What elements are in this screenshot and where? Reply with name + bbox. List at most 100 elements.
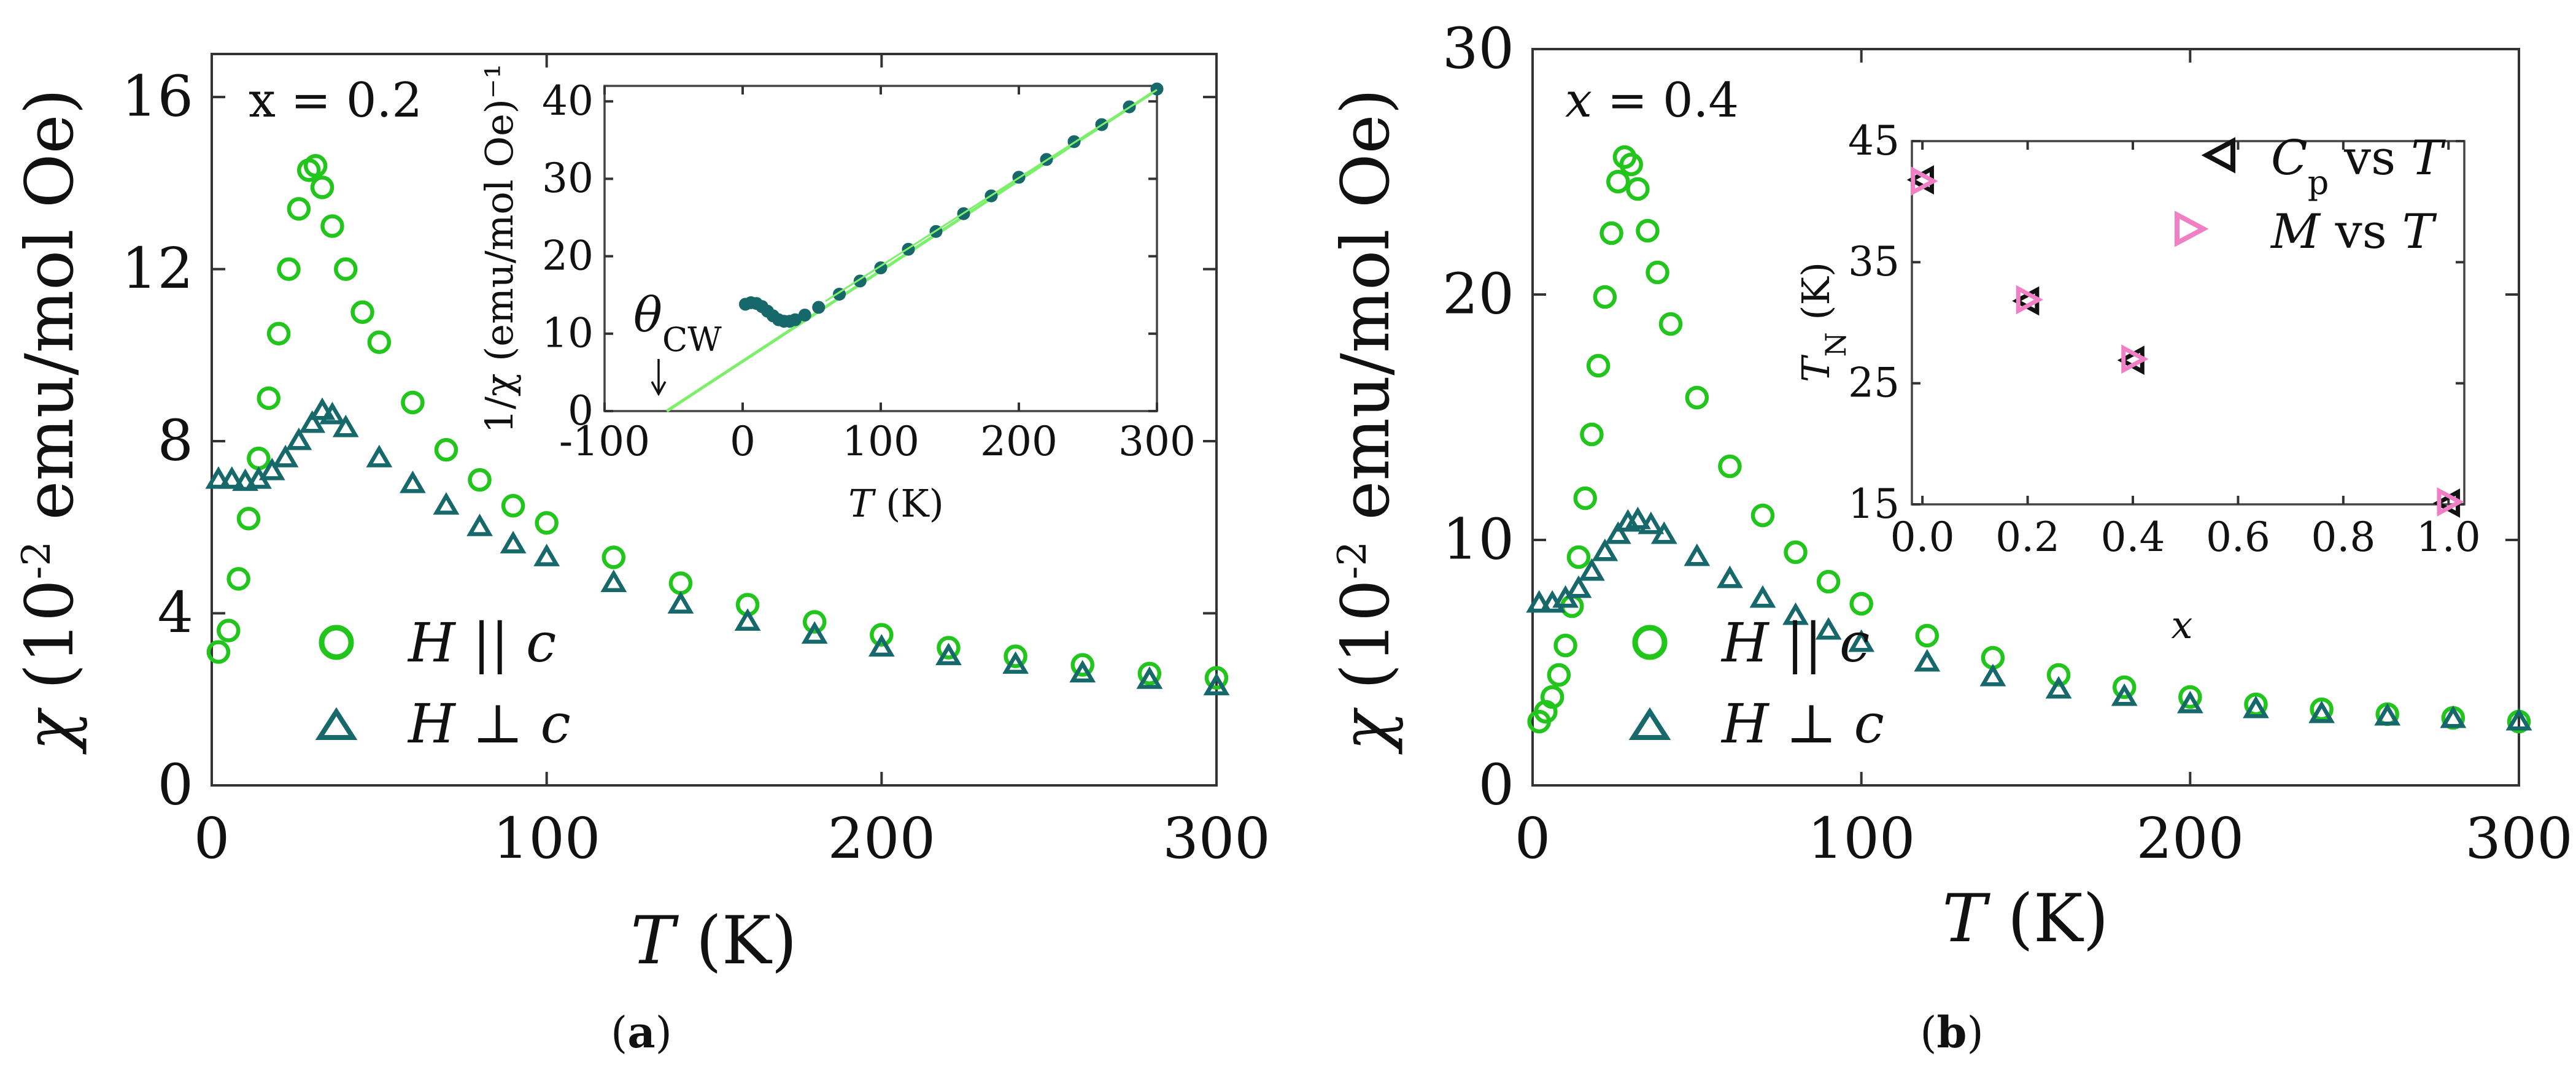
panel-b-annotation: x = 0.4 bbox=[1565, 73, 1739, 128]
panel-a-marks bbox=[205, 154, 1230, 696]
y-tick-label: 20 bbox=[542, 232, 594, 279]
y-tick-label: 20 bbox=[1442, 261, 1514, 326]
h-parallel-point bbox=[468, 468, 492, 492]
y-tick-label: 15 bbox=[1848, 480, 1900, 528]
y-tick-label: 16 bbox=[122, 63, 193, 129]
y-tick-label: 12 bbox=[122, 236, 193, 301]
inverse-chi-point bbox=[812, 301, 826, 314]
h-perp-point bbox=[1684, 543, 1711, 566]
h-parallel-point bbox=[937, 636, 961, 660]
h-parallel-point bbox=[1137, 661, 1162, 685]
h-perp-point bbox=[309, 397, 336, 420]
h-parallel-point bbox=[501, 493, 525, 518]
panel-b-x-axis-label: T (K) bbox=[1942, 880, 2108, 957]
panel-b: 0 100 200 300 0 10 20 30 x = 0.4 T (K) χ (10-2 … bbox=[1328, 15, 2573, 957]
panel-b-ticks: 0 100 200 300 0 10 20 30 bbox=[1442, 15, 2573, 871]
x-tick-label: 0.6 bbox=[2206, 514, 2270, 561]
m-vs-t-point bbox=[1911, 166, 1938, 196]
x-tick-label: 0.2 bbox=[1995, 514, 2060, 561]
h-perp-point bbox=[258, 457, 285, 480]
panel-b-legend-h-parallel: H || c bbox=[1720, 611, 1870, 674]
x-tick-label: 0.0 bbox=[1890, 514, 1955, 561]
h-parallel-point bbox=[1540, 685, 1565, 709]
panel-b-legend-h-perp: H ⊥ c bbox=[1720, 692, 1884, 755]
m-vs-t-point bbox=[2121, 344, 2149, 374]
h-parallel-point bbox=[247, 446, 271, 471]
h-parallel-point bbox=[802, 610, 827, 634]
h-parallel-point bbox=[1646, 260, 1669, 285]
inverse-chi-point bbox=[798, 309, 811, 322]
h-parallel-point bbox=[1718, 454, 1742, 479]
h-perp-point bbox=[1638, 511, 1665, 534]
h-perp-point bbox=[1625, 506, 1651, 530]
h-parallel-point bbox=[668, 571, 693, 595]
h-parallel-point bbox=[236, 507, 261, 531]
y-tick-label: 30 bbox=[542, 155, 594, 202]
h-perp-point bbox=[433, 492, 460, 515]
panel-b-label: (b) bbox=[1920, 1007, 1984, 1058]
h-parallel-point bbox=[1606, 169, 1630, 194]
x-tick-label: 300 bbox=[2465, 806, 2573, 871]
h-perp-point bbox=[399, 470, 426, 493]
h-parallel-point bbox=[334, 257, 358, 281]
h-perp-point bbox=[2176, 690, 2203, 714]
h-perp-point bbox=[1565, 575, 1592, 598]
h-perp-point bbox=[2045, 676, 2072, 699]
inset-a-y-axis-label: 1/χ (emu/mol Oe)⁻¹ bbox=[477, 63, 522, 433]
h-parallel-point bbox=[1580, 422, 1604, 447]
curie-weiss-fit-line-overlay bbox=[825, 89, 1158, 302]
h-perp-point bbox=[319, 401, 346, 425]
h-parallel-point bbox=[1636, 218, 1660, 243]
h-perp-point bbox=[1749, 585, 1776, 608]
h-parallel-point bbox=[206, 640, 231, 664]
h-parallel-point bbox=[303, 154, 328, 178]
h-parallel-point bbox=[217, 618, 241, 642]
h-perp-point bbox=[1914, 649, 1941, 672]
h-parallel-point bbox=[1816, 569, 1841, 594]
h-parallel-point bbox=[1849, 591, 1873, 616]
m-vs-t-point bbox=[2016, 285, 2043, 315]
h-parallel-point bbox=[350, 300, 374, 324]
h-perp-point bbox=[935, 642, 962, 666]
h-parallel-point bbox=[1599, 221, 1623, 245]
h-perp-point bbox=[868, 634, 895, 657]
h-perp-point bbox=[205, 466, 232, 489]
y-tick-label: 10 bbox=[1442, 506, 1514, 572]
inset-b-legend-m: M vs T bbox=[2270, 204, 2437, 260]
h-perp-point bbox=[2374, 703, 2401, 726]
h-parallel-point bbox=[1750, 503, 1775, 528]
panel-a-y-axis-label: χ (10-2 emu/mol Oe) bbox=[12, 88, 88, 755]
h-perp-point bbox=[1716, 565, 1743, 588]
legend-triangle-marker bbox=[1628, 707, 1671, 740]
h-parallel-point bbox=[870, 623, 894, 647]
y-tick-label: 0 bbox=[568, 387, 594, 434]
panel-a-plot-frame bbox=[211, 53, 1218, 787]
panel-b-y-axis-label: χ (10-2 emu/mol Oe) bbox=[1328, 88, 1404, 755]
x-tick-label: 300 bbox=[1162, 806, 1271, 871]
panel-a-annotation: x = 0.2 bbox=[249, 73, 422, 128]
h-parallel-point bbox=[310, 175, 335, 199]
panel-b-legend: H || c H ⊥ c bbox=[1628, 611, 1884, 755]
h-parallel-point bbox=[1573, 486, 1597, 510]
h-perp-point bbox=[2505, 707, 2532, 731]
x-tick-label: 0.4 bbox=[2101, 514, 2165, 561]
y-tick-label: 40 bbox=[542, 77, 594, 125]
y-tick-label: 30 bbox=[1442, 15, 1514, 81]
x-tick-label: 0.8 bbox=[2311, 514, 2375, 561]
inset-b-y-axis-label: TN (K) bbox=[1793, 262, 1852, 382]
h-perp-point bbox=[600, 569, 627, 592]
h-perp-point bbox=[1526, 590, 1553, 613]
h-parallel-point bbox=[2046, 663, 2071, 687]
panel-b-marks bbox=[1526, 145, 2532, 734]
legend-triangle-marker bbox=[315, 707, 358, 740]
legend-circle-marker bbox=[319, 625, 354, 660]
h-parallel-point bbox=[266, 322, 291, 346]
inset-a-x-axis-label: T (K) bbox=[848, 481, 944, 526]
h-perp-point bbox=[1136, 666, 1163, 689]
h-perp-point bbox=[332, 414, 359, 437]
h-parallel-point bbox=[2178, 685, 2202, 709]
x-tick-label: 200 bbox=[980, 418, 1058, 465]
